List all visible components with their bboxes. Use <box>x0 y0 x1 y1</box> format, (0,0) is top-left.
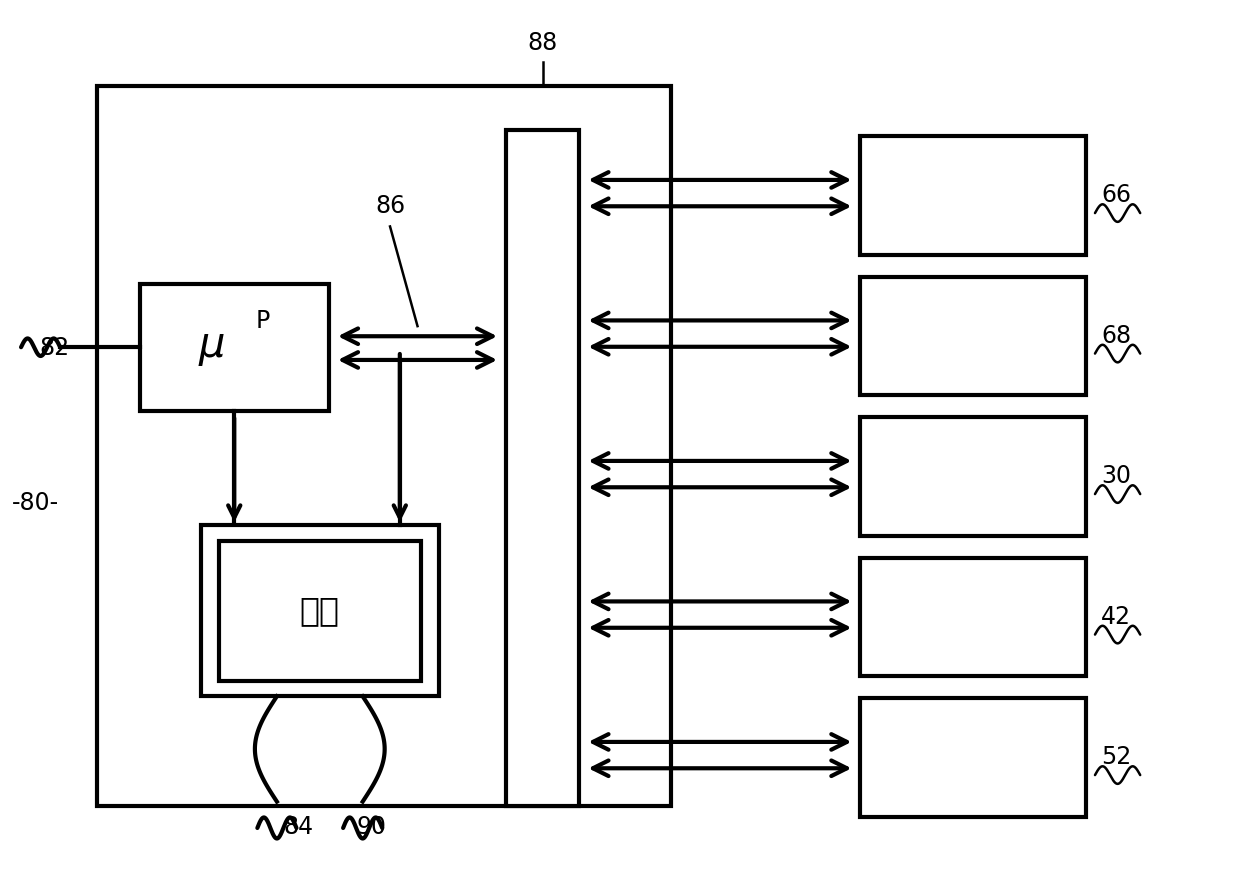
Text: 42: 42 <box>1101 605 1131 629</box>
Bar <box>97 86 671 806</box>
Bar <box>861 277 1086 395</box>
Text: 30: 30 <box>1101 465 1131 488</box>
Text: 88: 88 <box>528 31 558 55</box>
Text: 程序: 程序 <box>300 594 340 627</box>
Text: 66: 66 <box>1101 183 1131 207</box>
Bar <box>861 136 1086 254</box>
Text: 52: 52 <box>1101 746 1131 769</box>
Text: -80-: -80- <box>12 491 60 515</box>
Bar <box>861 417 1086 535</box>
Bar <box>201 525 439 697</box>
Text: P: P <box>255 309 270 333</box>
Bar <box>140 284 329 411</box>
Bar <box>506 130 579 806</box>
Bar <box>219 541 420 681</box>
Text: 68: 68 <box>1101 324 1131 348</box>
Text: 82: 82 <box>38 335 69 359</box>
Bar <box>861 558 1086 676</box>
Text: 90: 90 <box>357 815 387 839</box>
Text: $\mu$: $\mu$ <box>198 326 226 368</box>
Text: 84: 84 <box>284 815 314 839</box>
Text: 86: 86 <box>374 194 405 218</box>
Bar <box>861 698 1086 816</box>
